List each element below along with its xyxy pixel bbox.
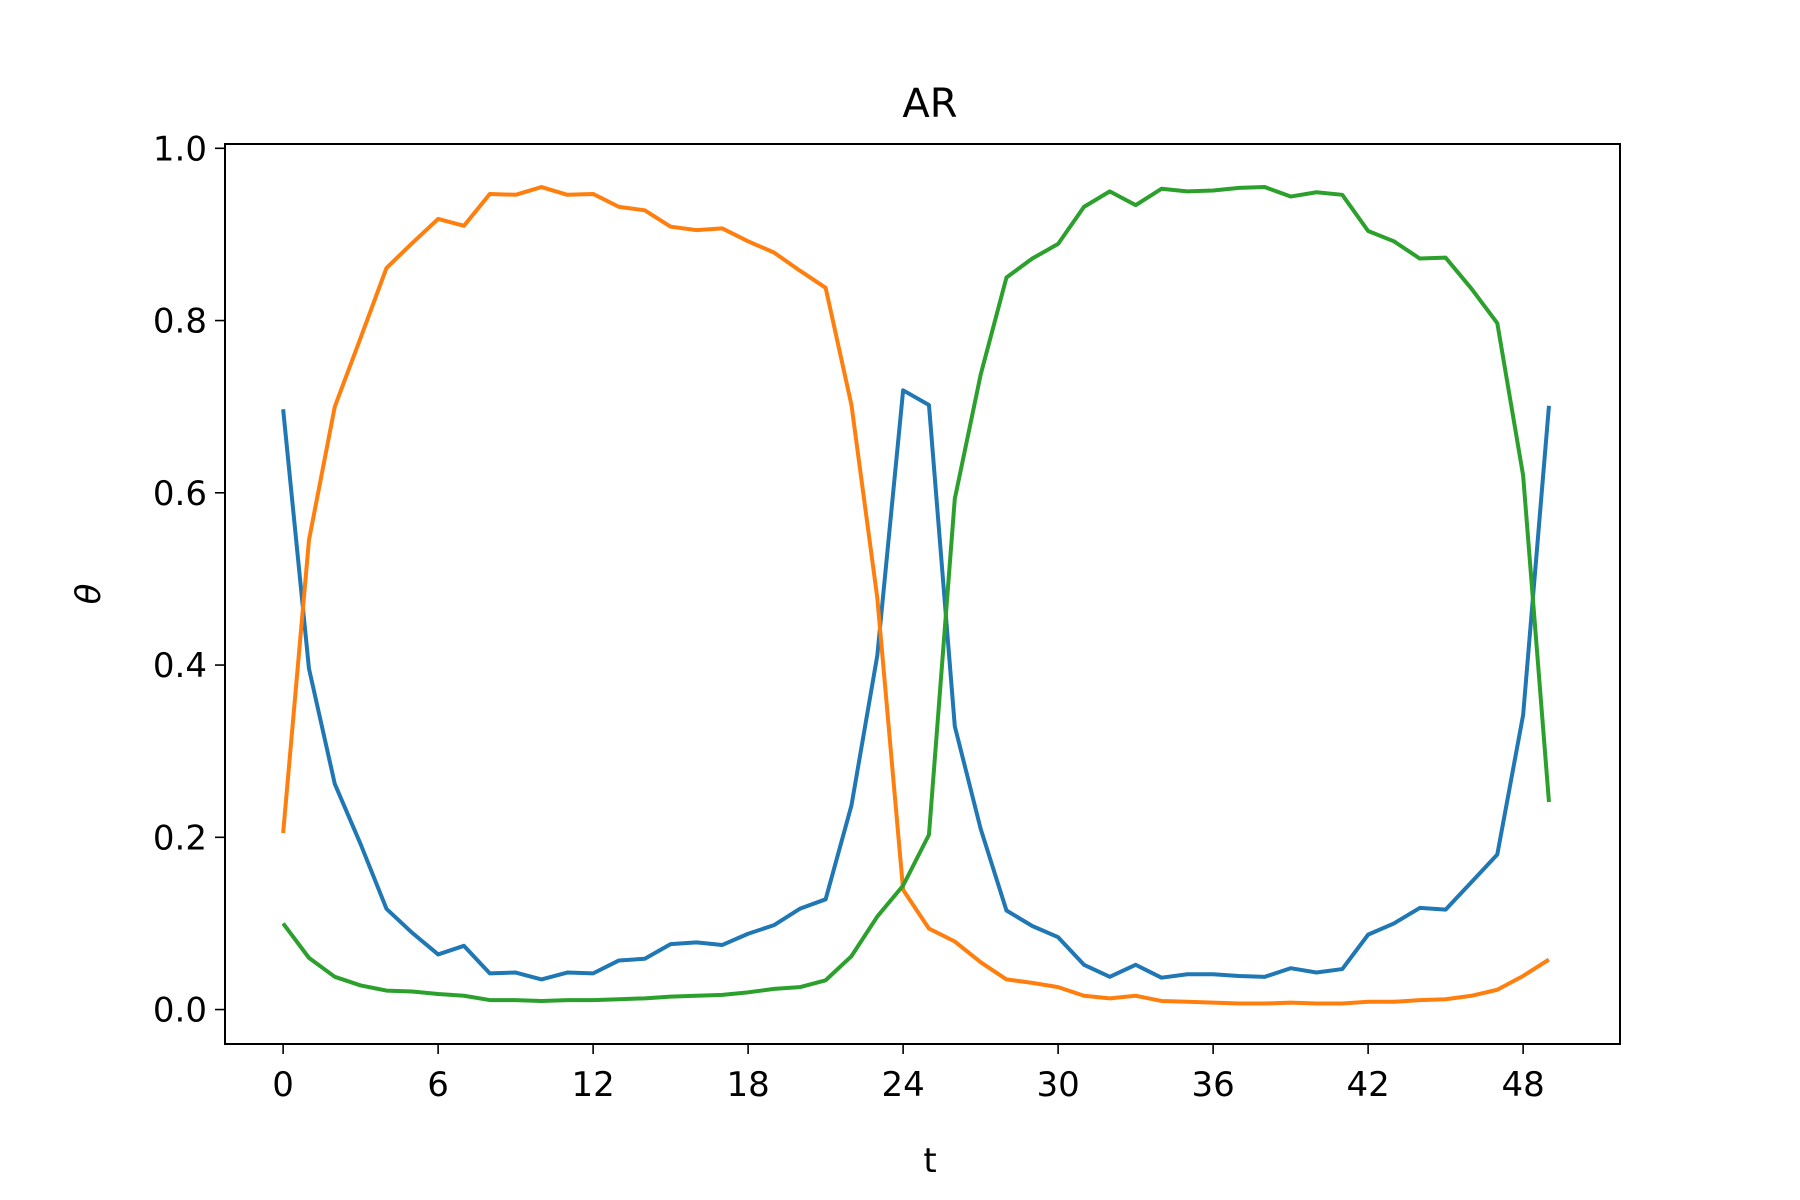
- x-tick-label: 12: [571, 1065, 614, 1105]
- y-axis-label: θ: [69, 583, 109, 604]
- x-tick-label: 36: [1191, 1065, 1234, 1105]
- x-axis-label: t: [923, 1141, 936, 1181]
- series-line-green: [281, 185, 1551, 1003]
- x-tick-label: 6: [427, 1065, 449, 1105]
- series-line-blue: [281, 388, 1551, 982]
- series-line-orange: [281, 185, 1551, 1006]
- y-tick-label: 0.0: [153, 991, 207, 1031]
- chart-title: AR: [902, 81, 957, 127]
- x-tick-label: 48: [1501, 1065, 1544, 1105]
- y-tick-label: 0.6: [153, 474, 207, 514]
- x-tick-label: 24: [881, 1065, 924, 1105]
- series-group: [281, 185, 1551, 1006]
- axis-ticks: 0 6 12 18 24 30 36 42 48 0.0 0.2 0.4 0.6 0.8 1.0: [153, 129, 1545, 1105]
- x-tick-label: 30: [1036, 1065, 1079, 1105]
- x-tick-label: 0: [272, 1065, 294, 1105]
- y-tick-label: 0.4: [153, 646, 207, 686]
- x-tick-label: 18: [726, 1065, 769, 1105]
- x-tick-label: 42: [1346, 1065, 1389, 1105]
- plot-frame: [224, 143, 1621, 1045]
- y-tick-label: 0.8: [153, 302, 207, 342]
- y-tick-label: 1.0: [153, 129, 207, 169]
- y-tick-label: 0.2: [153, 818, 207, 858]
